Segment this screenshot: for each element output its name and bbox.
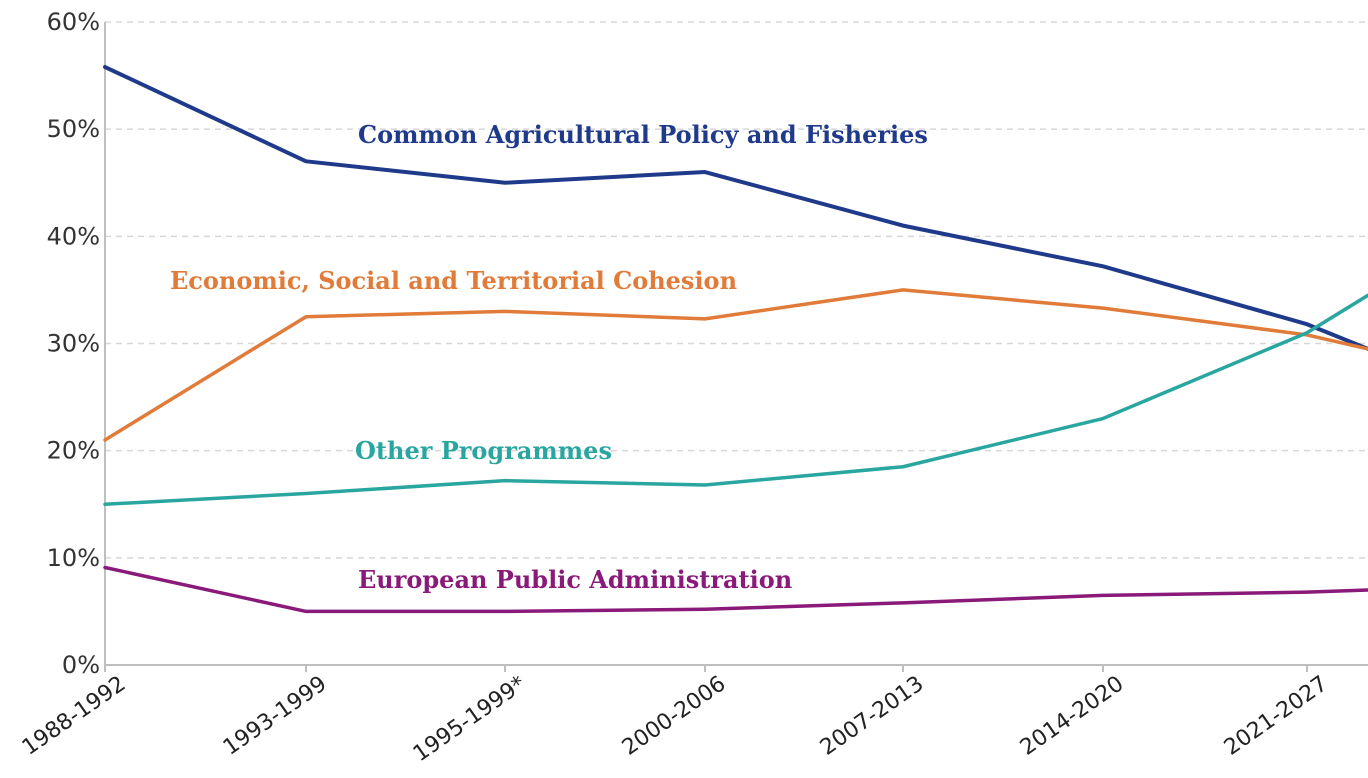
- y-tick-label: 40%: [47, 222, 100, 250]
- y-tick-label: 30%: [47, 330, 100, 358]
- series-line-other-programmes: [103, 293, 1368, 506]
- series-line-european-public-administration: [103, 565, 1368, 614]
- y-axis-ticks: 0% 10% 20% 30% 40% 50% 60%: [47, 8, 100, 679]
- y-tick-label: 0%: [62, 651, 100, 679]
- x-tick-label: 2014-2020: [1016, 671, 1129, 760]
- series-lines: [103, 65, 1368, 614]
- series-label-european-public-administration: European Public Administration: [358, 565, 792, 594]
- series-label-economic-social-and-territorial-cohesion: Economic, Social and Territorial Cohesio…: [170, 266, 737, 295]
- x-tick-label: 1993-1999: [219, 671, 332, 760]
- series-labels: Common Agricultural Policy and Fisheries…: [170, 120, 928, 594]
- x-tick-label: 2021-2027: [1220, 671, 1333, 760]
- x-tick-label: 2007-2013: [816, 671, 929, 760]
- gridlines: [105, 21, 1368, 559]
- y-tick-label: 20%: [47, 437, 100, 465]
- x-tick-label: 1988-1992: [18, 671, 131, 760]
- series-line-common-agricultural-policy-and-fisheries: [103, 65, 1368, 351]
- x-axis-ticks: 1988-1992 1993-1999 1995-1999* 2000-2006 200…: [18, 665, 1333, 767]
- x-tick-label: 1995-1999*: [409, 671, 531, 767]
- series-label-common-agricultural-policy-and-fisheries: Common Agricultural Policy and Fisheries: [358, 120, 928, 149]
- x-tick-label: 2000-2006: [618, 671, 731, 760]
- axes: [104, 22, 1368, 666]
- y-tick-label: 50%: [47, 115, 100, 143]
- y-tick-label: 10%: [47, 544, 100, 572]
- series-label-other-programmes: Other Programmes: [355, 436, 612, 465]
- series-line-economic-social-and-territorial-cohesion: [103, 288, 1368, 442]
- y-tick-label: 60%: [47, 8, 100, 36]
